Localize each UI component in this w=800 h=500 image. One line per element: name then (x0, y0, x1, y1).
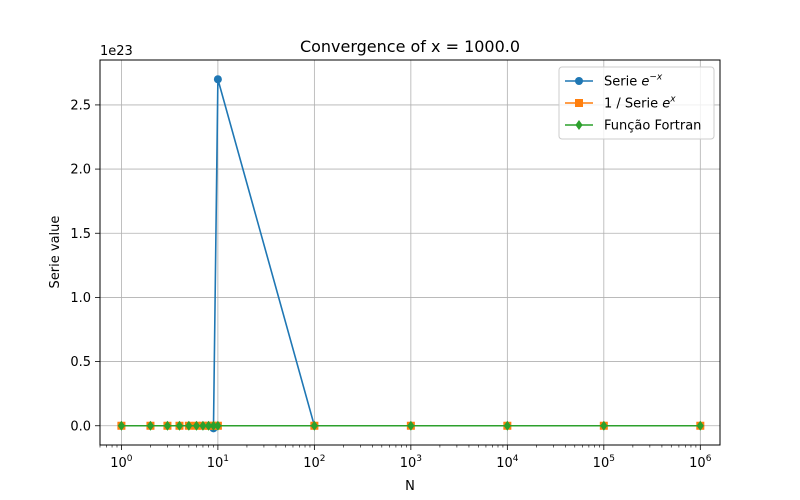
chart-title: Convergence of x = 1000.0 (300, 37, 520, 56)
data-point (407, 420, 415, 431)
legend-entry: 1 / Serie ex (565, 95, 676, 112)
plot-frame (99, 59, 721, 446)
data-point (163, 420, 172, 431)
x-tick-label: 103 (400, 454, 422, 471)
y-offset-text: 1e23 (100, 44, 133, 59)
ticks: 100 101 102 103 104 105 106 0.0 0.5 1.0 1.5 2.0 2.5 (70, 98, 711, 471)
legend-box (558, 66, 715, 140)
x-axis-label: N (405, 479, 415, 494)
data-point (117, 420, 126, 431)
data-point (575, 120, 583, 130)
y-tick-label: 0.0 (70, 419, 91, 434)
y-tick-label: 1.0 (70, 291, 91, 306)
legend-label: Serie e−x (604, 73, 663, 90)
y-axis-label: Serie value (48, 216, 63, 289)
data-point (199, 420, 207, 431)
data-point (204, 420, 213, 431)
data-point (175, 420, 184, 431)
data-point (696, 420, 704, 431)
data-point (192, 420, 201, 431)
y-tick-label: 2.5 (70, 98, 91, 113)
data-point (214, 420, 222, 431)
x-tick-label: 106 (689, 454, 712, 471)
series-diamond (117, 420, 704, 431)
y-tick-label: 2.0 (70, 163, 91, 178)
data-point (503, 420, 511, 431)
data-point (185, 420, 193, 431)
legend-entry: Função Fortran (565, 119, 701, 134)
legend-entry: Serie e−x (565, 73, 663, 90)
data-point (209, 420, 218, 431)
legend: Serie e−x 1 / Serie ex Função Fortran (558, 66, 715, 140)
data-point (213, 75, 222, 84)
x-tick-label: 100 (110, 454, 133, 471)
data-point (146, 420, 155, 431)
x-tick-label: 101 (207, 454, 229, 471)
series-layer (117, 75, 705, 433)
legend-label: Função Fortran (604, 119, 701, 134)
x-tick-label: 104 (496, 454, 519, 471)
y-tick-label: 0.5 (70, 355, 91, 370)
data-point (600, 420, 608, 431)
x-tick-label: 105 (593, 454, 615, 471)
data-point (575, 77, 583, 85)
data-point (310, 420, 318, 431)
legend-label: 1 / Serie ex (604, 95, 676, 112)
data-point (575, 99, 583, 107)
x-tick-label: 102 (303, 454, 325, 471)
y-tick-label: 1.5 (70, 227, 91, 242)
